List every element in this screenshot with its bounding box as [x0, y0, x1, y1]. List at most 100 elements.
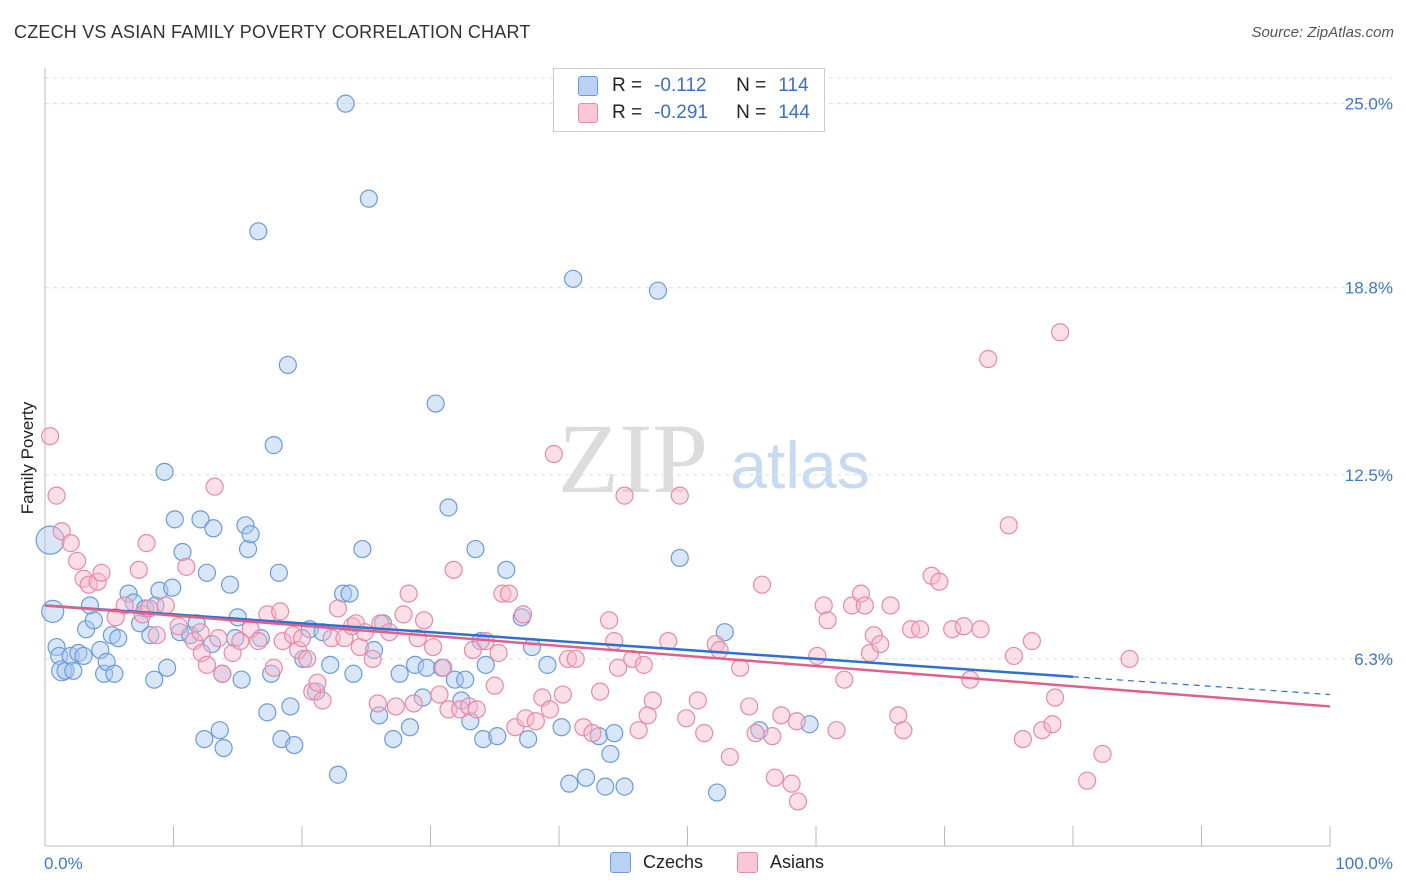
- asian-point: [1078, 771, 1097, 790]
- czech-swatch: [578, 76, 598, 96]
- czech-n-value: 114: [778, 75, 809, 96]
- asian-point: [629, 721, 648, 740]
- czech-trend-line: [44, 604, 1074, 678]
- asian-point: [688, 691, 707, 710]
- asian-point: [249, 632, 268, 651]
- asian-point: [1043, 715, 1062, 734]
- asian-point: [308, 673, 327, 692]
- legend-item-asians[interactable]: Asians: [737, 852, 824, 873]
- czech-point: [648, 281, 668, 300]
- czech-point: [220, 575, 240, 594]
- asian-point: [213, 664, 232, 683]
- asian-point: [41, 427, 60, 446]
- y-tick-label: 6.3%: [1354, 650, 1393, 669]
- legend-stats: R = -0.112 N = 114 R = -0.291 N = 144: [553, 68, 825, 132]
- czech-point: [601, 744, 620, 764]
- czech-point: [707, 783, 727, 802]
- czech-point: [336, 94, 355, 113]
- legend-row-asians: R = -0.291 N = 144: [578, 101, 810, 125]
- asian-point: [205, 477, 224, 496]
- asian-point: [643, 691, 662, 710]
- asian-point: [177, 557, 196, 576]
- y-tick-label: 12.5%: [1345, 466, 1393, 485]
- asian-point: [467, 700, 486, 719]
- legend-item-czechs[interactable]: Czechs: [610, 852, 703, 873]
- asian-point: [566, 649, 585, 669]
- czech-point: [64, 661, 83, 680]
- legend-row-czechs: R = -0.112 N = 114: [578, 74, 809, 98]
- asian-point: [943, 620, 962, 639]
- asian-point: [746, 724, 765, 743]
- czech-point: [210, 721, 229, 740]
- asian-point: [855, 596, 874, 615]
- asian-point: [979, 349, 998, 369]
- asian-point: [68, 551, 87, 571]
- czech-point: [84, 611, 103, 630]
- asian-point: [765, 768, 784, 787]
- czech-point: [269, 563, 288, 582]
- czech-point: [294, 649, 313, 669]
- asian-point: [313, 691, 332, 710]
- czech-point: [109, 629, 128, 648]
- czech-point: [241, 525, 260, 544]
- asian-point: [930, 572, 949, 591]
- czech-point: [278, 355, 297, 375]
- czech-point: [564, 269, 583, 288]
- asian-point: [430, 685, 449, 704]
- asian-point: [695, 724, 714, 743]
- czech-point: [238, 539, 258, 559]
- y-tick-label: 25.0%: [1345, 95, 1393, 114]
- czech-point: [538, 655, 557, 674]
- asian-point: [782, 774, 801, 793]
- asian-point: [1033, 721, 1052, 740]
- asian-point: [851, 584, 871, 603]
- asian-point: [328, 599, 348, 618]
- czech-point: [522, 637, 542, 657]
- czech-point: [165, 510, 184, 529]
- asian-point: [558, 649, 578, 669]
- asian-point: [788, 792, 808, 811]
- asian-point: [910, 620, 930, 639]
- asian-point: [156, 596, 175, 615]
- czech-point: [439, 498, 458, 517]
- asian-point: [137, 534, 156, 553]
- asian-point: [404, 694, 423, 713]
- asian-point: [423, 637, 443, 657]
- asian-point: [740, 697, 759, 716]
- czech-n-label: N =: [736, 75, 767, 96]
- czech-point: [497, 560, 516, 579]
- czech-point: [445, 670, 465, 689]
- czech-point: [328, 765, 348, 784]
- czech-point: [195, 729, 214, 749]
- czech-point: [191, 510, 210, 529]
- czech-point: [141, 626, 160, 645]
- asian-point: [231, 632, 250, 651]
- asian-point: [574, 718, 593, 737]
- czech-point: [670, 548, 689, 568]
- asian-point: [47, 486, 66, 505]
- asian-point: [540, 700, 560, 719]
- asian-r-label: R =: [612, 102, 643, 123]
- asian-point: [600, 611, 619, 630]
- asian-point: [814, 596, 833, 615]
- asian-point: [273, 632, 292, 651]
- asian-point: [209, 629, 228, 648]
- czech-point: [249, 222, 268, 241]
- asian-legend-label: Asians: [770, 852, 825, 872]
- czech-point: [466, 539, 485, 559]
- asian-point: [605, 632, 624, 651]
- asian-trend-line: [44, 604, 1331, 708]
- asian-point: [363, 649, 382, 669]
- czech-point: [145, 670, 164, 689]
- czech-point: [258, 703, 277, 722]
- asian-point: [322, 629, 341, 648]
- asian-point: [499, 584, 518, 603]
- asian-point: [493, 584, 512, 603]
- asian-point: [720, 747, 740, 767]
- czech-trend-line-extension: [1072, 676, 1331, 696]
- x-tick-label-max: 100.0%: [1335, 854, 1393, 873]
- czech-point: [519, 729, 538, 749]
- chart-title: CZECH VS ASIAN FAMILY POVERTY CORRELATIO…: [14, 22, 531, 42]
- asian-point: [827, 721, 846, 740]
